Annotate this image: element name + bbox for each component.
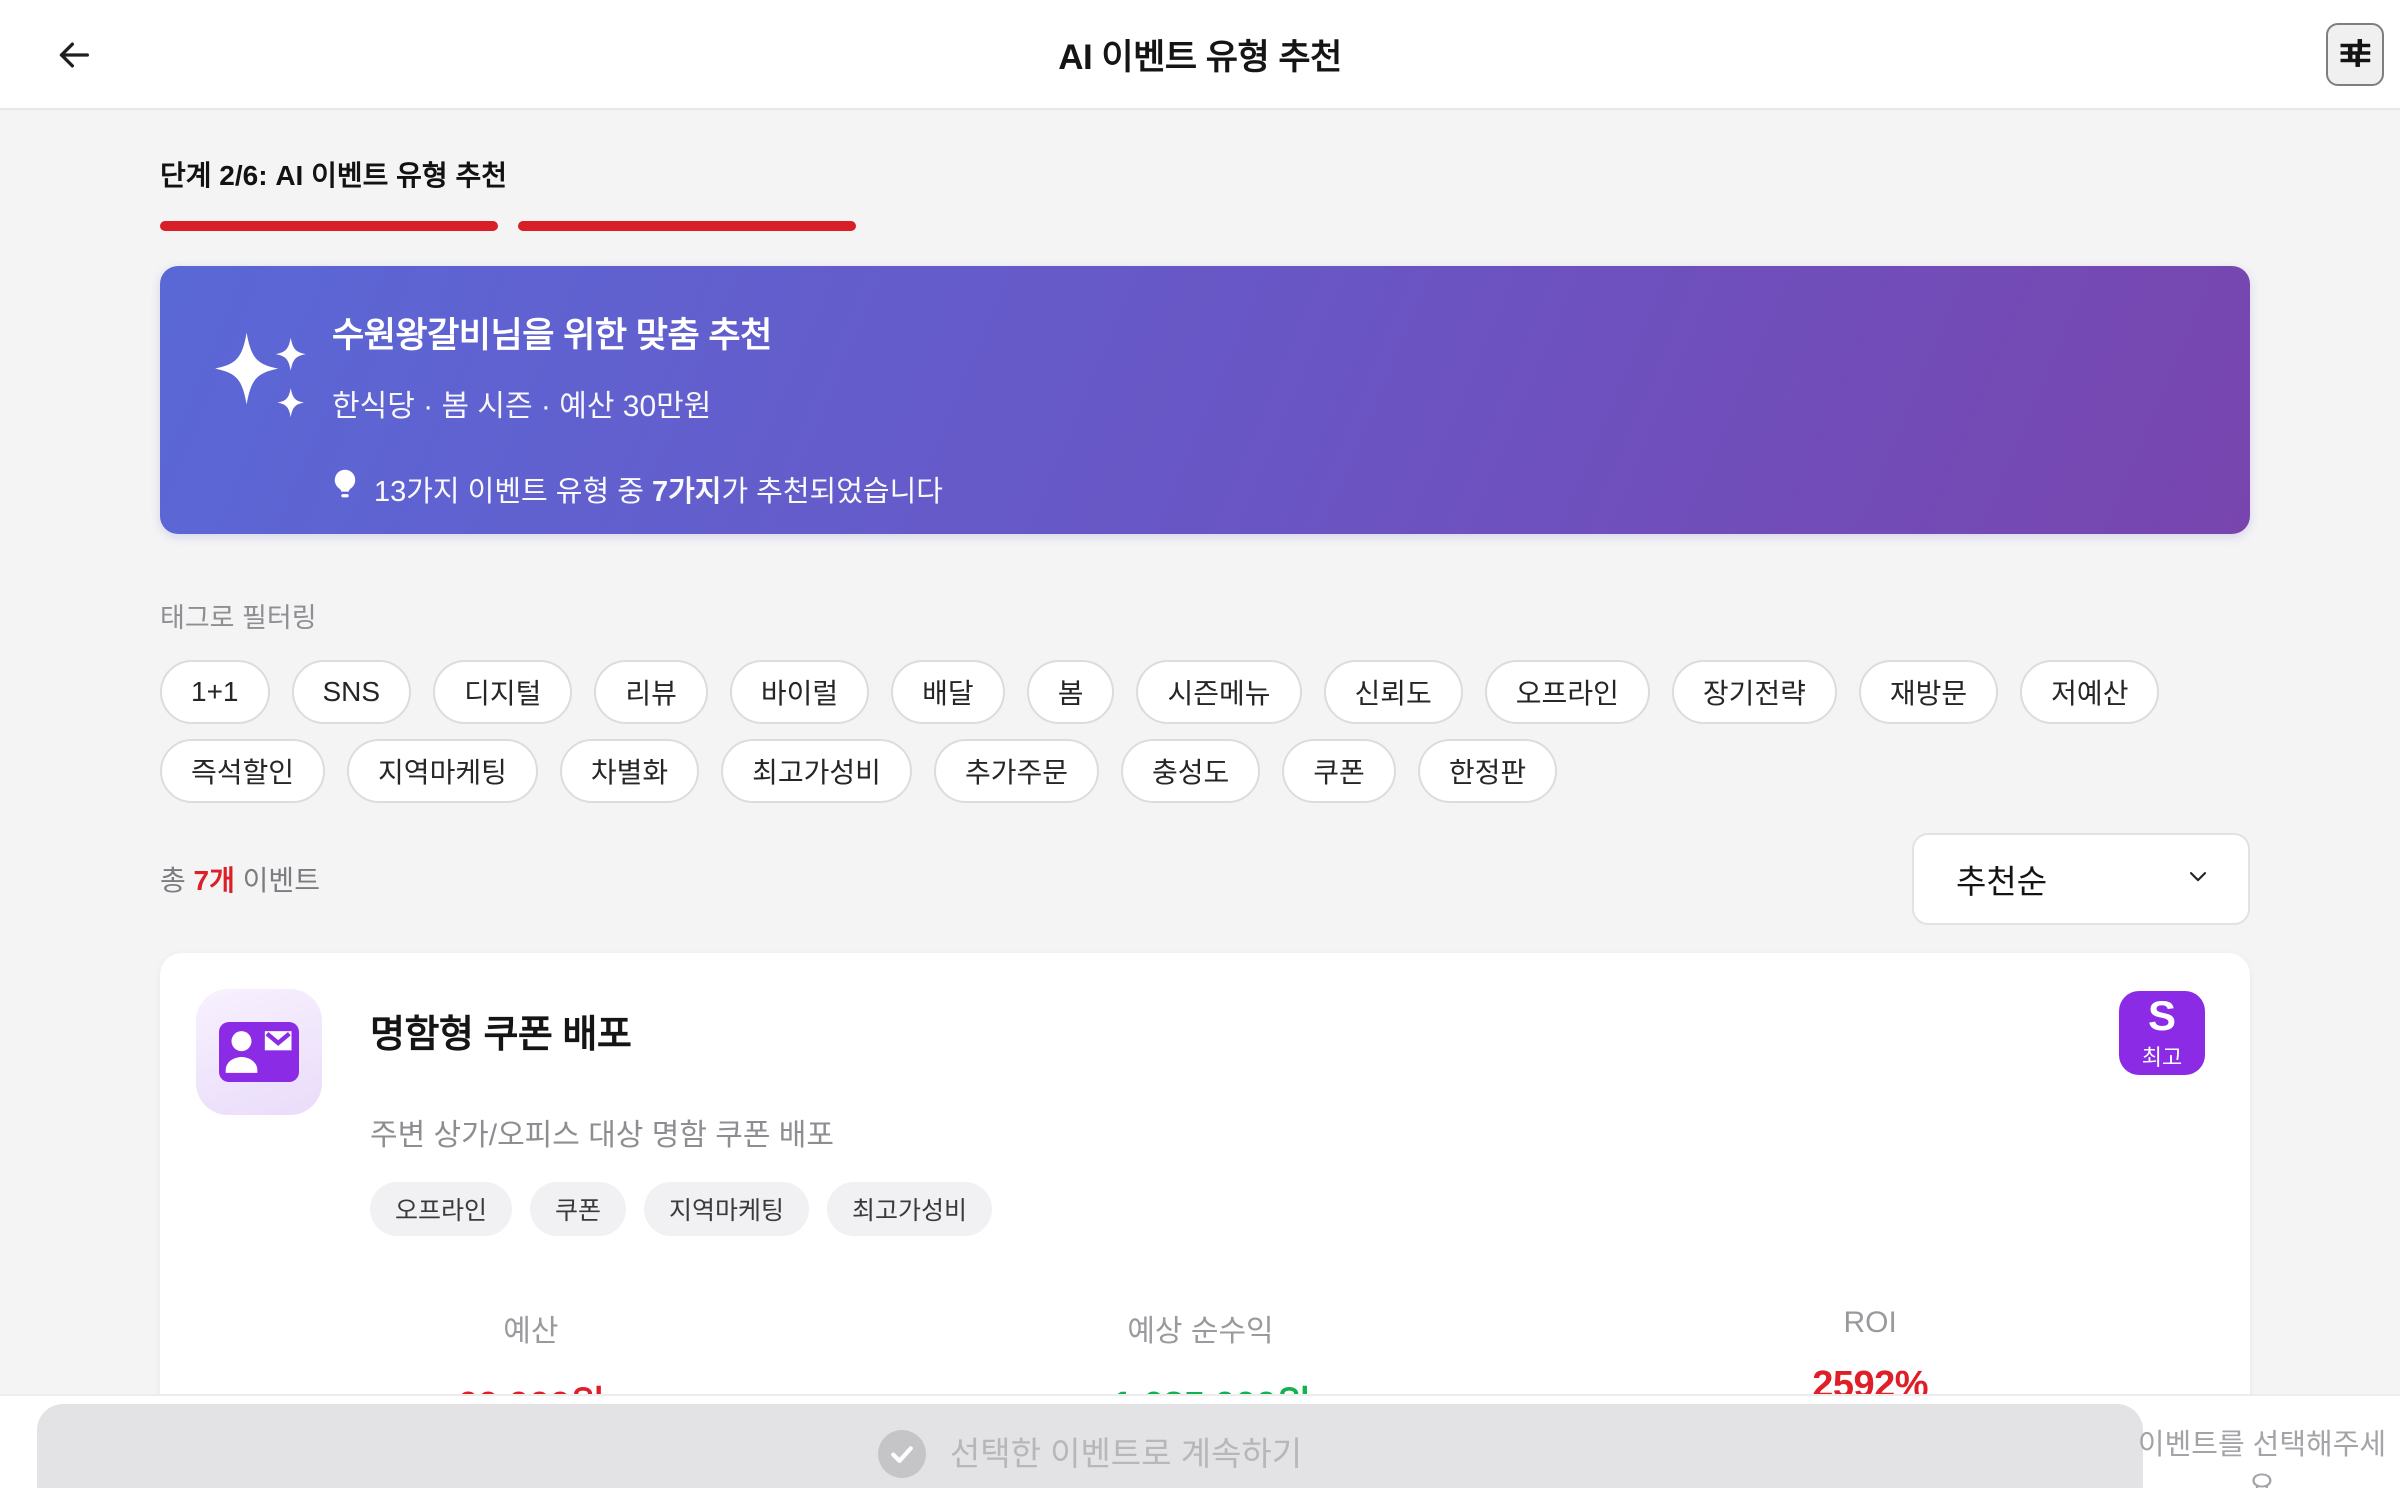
filter-tag-chip[interactable]: 한정판 — [1417, 739, 1558, 803]
filter-tag-chip[interactable]: 저예산 — [2020, 660, 2160, 724]
event-tag-chip: 쿠폰 — [530, 1182, 627, 1236]
event-description: 주변 상가/오피스 대상 명함 쿠폰 배포 — [370, 1119, 835, 1152]
filter-tag-chip[interactable]: 봄 — [1026, 660, 1115, 724]
progress-bar — [160, 221, 2250, 231]
grade-label: 최고 — [2141, 1044, 2183, 1070]
filter-tag-chip[interactable]: 신뢰도 — [1323, 660, 1463, 724]
lightbulb-icon — [332, 468, 358, 515]
filter-tag-chip[interactable]: 즉석할인 — [160, 739, 326, 803]
filter-tag-chip[interactable]: 추가주문 — [933, 739, 1099, 803]
step-label: 단계 2/6: AI 이벤트 유형 추천 — [160, 160, 507, 191]
sliders-icon — [2337, 33, 2373, 76]
grade-letter: S — [2147, 991, 2176, 1039]
stat-label: 예산 — [503, 1315, 559, 1348]
tag-filter-label: 태그로 필터링 — [160, 603, 317, 633]
banner-info-text: 13가지 이벤트 유형 중 7가지가 추천되었습니다 — [374, 475, 943, 508]
page-title: AI 이벤트 유형 추천 — [1058, 37, 1342, 77]
arrow-left-icon — [51, 35, 97, 78]
event-card[interactable]: 명함형 쿠폰 배포 주변 상가/오피스 대상 명함 쿠폰 배포 오프라인 쿠폰 지역… — [160, 953, 2250, 1465]
filter-tag-chip[interactable]: 디지털 — [433, 660, 573, 724]
banner-text: 수원왕갈비님을 위한 맞춤 추천 한식당 · 봄 시즌 · 예산 30만원 13… — [160, 266, 2250, 515]
progress-segment — [518, 221, 856, 231]
back-button[interactable] — [46, 28, 102, 84]
sort-dropdown-value: 추천순 — [1956, 863, 2048, 900]
filter-tag-chip[interactable]: 쿠폰 — [1282, 739, 1396, 803]
recommendation-banner: 수원왕갈비님을 위한 맞춤 추천 한식당 · 봄 시즌 · 예산 30만원 13… — [160, 266, 2250, 534]
event-tag-chip: 지역마케팅 — [644, 1182, 810, 1236]
filter-tag-chip[interactable]: 1+1 — [160, 660, 270, 724]
filter-tag-chip[interactable]: 배달 — [891, 660, 1005, 724]
filter-tag-chip[interactable]: 차별화 — [559, 739, 700, 803]
event-card-head: 명함형 쿠폰 배포 주변 상가/오피스 대상 명함 쿠폰 배포 오프라인 쿠폰 지역… — [196, 989, 2205, 1236]
filter-tag-chip[interactable]: 장기전략 — [1671, 660, 1837, 724]
stat-label: 예상 순수익 — [1127, 1315, 1274, 1348]
stat-label: ROI — [1843, 1306, 1897, 1339]
list-header: 총 7개 이벤트 추천순 — [160, 833, 2250, 925]
filter-tag-chip[interactable]: 충성도 — [1121, 739, 1261, 803]
filter-tag-chip[interactable]: 지역마케팅 — [347, 739, 538, 803]
grade-badge: S 최고 — [2119, 991, 2205, 1075]
filter-tag-chip[interactable]: 리뷰 — [594, 660, 708, 724]
event-tag-chip: 오프라인 — [370, 1182, 513, 1236]
banner-subtitle: 한식당 · 봄 시즌 · 예산 30만원 — [332, 390, 712, 423]
sparkles-icon — [200, 310, 326, 441]
sort-dropdown[interactable]: 추천순 — [1912, 833, 2250, 925]
filter-tag-chip[interactable]: 재방문 — [1858, 660, 1999, 724]
filter-tag-chip[interactable]: 시즌메뉴 — [1136, 660, 1302, 724]
app-bar: AI 이벤트 유형 추천 — [0, 0, 2400, 110]
selection-hint: 이벤트를 선택해주세요 — [2137, 1429, 2387, 1488]
event-card-texts: 명함형 쿠폰 배포 주변 상가/오피스 대상 명함 쿠폰 배포 오프라인 쿠폰 지역… — [370, 989, 993, 1236]
banner-title: 수원왕갈비님을 위한 맞춤 추천 — [332, 316, 772, 355]
bottom-bar: 선택한 이벤트로 계속하기 이벤트를 선택해주세요 — [0, 1394, 2400, 1488]
banner-info: 13가지 이벤트 유형 중 7가지가 추천되었습니다 — [332, 468, 2210, 515]
continue-button-label: 선택한 이벤트로 계속하기 — [949, 1435, 1303, 1472]
filter-tag-chip[interactable]: SNS — [291, 660, 412, 724]
contact-card-icon — [196, 989, 322, 1115]
event-title: 명함형 쿠폰 배포 — [370, 1014, 632, 1056]
progress-segment — [160, 221, 498, 231]
event-count-value: 7개 — [193, 865, 235, 896]
filter-settings-button[interactable] — [2326, 23, 2384, 86]
main-content: 단계 2/6: AI 이벤트 유형 추천 수원왕갈비님을 위한 맞춤 추천 한식… — [160, 110, 2250, 1465]
event-count-label: 총 7개 이벤트 — [160, 865, 320, 896]
event-tag-chip: 최고가성비 — [827, 1182, 993, 1236]
filter-tag-chip[interactable]: 최고가성비 — [721, 739, 912, 803]
check-circle-icon — [877, 1430, 926, 1478]
filter-tag-chip[interactable]: 바이럴 — [729, 660, 870, 724]
event-tag-list: 오프라인 쿠폰 지역마케팅 최고가성비 — [370, 1182, 993, 1236]
continue-button[interactable]: 선택한 이벤트로 계속하기 — [37, 1404, 2143, 1488]
filter-tag-chip[interactable]: 오프라인 — [1484, 660, 1650, 724]
chevron-down-icon — [2184, 860, 2212, 898]
